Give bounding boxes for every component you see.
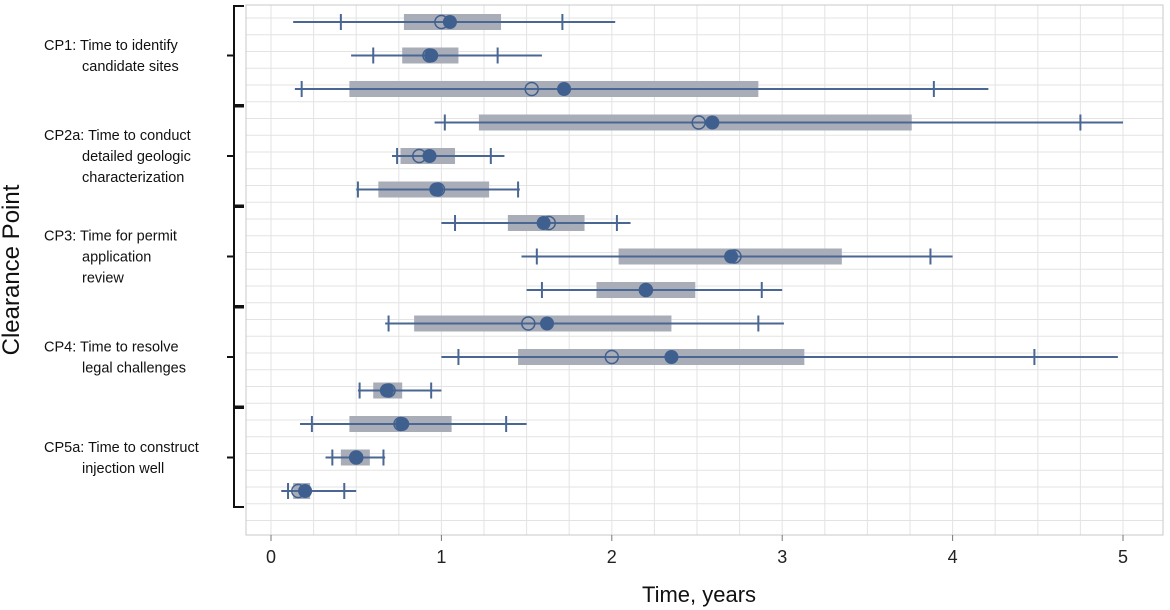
median-marker [521, 316, 536, 331]
box-rows [281, 14, 1123, 499]
group-bracket [227, 306, 244, 408]
group-label-line: candidate sites [82, 59, 179, 75]
group-label-line: application [82, 250, 151, 266]
clearance-group-cp2a: CP2a: Time to conduct detailed geologic ch… [44, 105, 244, 207]
box-row [293, 14, 616, 30]
mean-marker [395, 417, 410, 431]
group-label-line: characterization [82, 170, 184, 186]
clearance-group-cp5a: CP5a: Time to construct injection well [44, 407, 244, 508]
box-row [281, 483, 357, 499]
box-row [325, 449, 386, 466]
mean-marker [536, 216, 551, 230]
group-label-line: CP4: Time to resolve [44, 340, 179, 356]
box-row [385, 315, 784, 332]
mean-marker [429, 182, 444, 197]
median-marker [691, 115, 706, 130]
mean-marker [557, 82, 572, 96]
group-label-line: legal challenges [82, 361, 186, 377]
mean-marker [298, 484, 313, 498]
group-label-line: detailed geologic [82, 149, 191, 165]
median-marker [604, 349, 620, 365]
x-tick-label: 0 [266, 547, 276, 567]
mean-marker [540, 316, 555, 331]
y-axis-title: Clearance Point [0, 184, 25, 355]
x-axis-ticks: 0 1 2 3 4 5 [266, 535, 1128, 567]
box-row [356, 181, 520, 198]
clearance-group-cp3: CP3: Time for permit application review [44, 206, 244, 307]
plot-frame [245, 4, 1164, 536]
box-row [441, 349, 1118, 365]
box-row [391, 148, 505, 164]
x-axis-title: Time, years [642, 582, 756, 607]
mean-marker [424, 48, 439, 63]
group-bracket [227, 407, 244, 508]
median-marker [524, 81, 539, 97]
mean-marker [349, 450, 364, 465]
box-row [351, 47, 542, 64]
clearance-group-cp4: CP4: Time to resolve legal challenges [44, 306, 244, 408]
group-label-line: injection well [82, 461, 164, 477]
box-row [441, 215, 631, 231]
box-row [294, 81, 989, 97]
mean-marker [724, 249, 739, 264]
x-tick-label: 2 [607, 547, 617, 567]
mean-marker [638, 283, 653, 297]
x-tick-label: 5 [1118, 547, 1128, 567]
mean-marker [442, 15, 457, 29]
mean-marker [664, 350, 679, 364]
group-bracket [227, 206, 244, 307]
mean-marker [422, 149, 437, 163]
clearance-group-cp1: CP1: Time to identify candidate sites [44, 5, 244, 106]
group-bracket [227, 105, 244, 207]
group-label-line: CP5a: Time to construct [44, 440, 199, 456]
group-label-line: CP3: Time for permit [44, 229, 177, 245]
box-row [299, 416, 527, 432]
box-row [526, 282, 783, 298]
clearance-point-groups: CP1: Time to identify candidate sites CP2a… [44, 5, 244, 508]
group-label-line: CP2a: Time to conduct [44, 128, 191, 144]
mean-marker [705, 115, 720, 130]
box-row [357, 382, 442, 399]
x-tick-label: 3 [777, 547, 787, 567]
group-label-line: review [82, 271, 124, 287]
group-bracket [227, 5, 244, 106]
x-tick-label: 1 [436, 547, 446, 567]
box-row [521, 248, 953, 265]
box-row [434, 114, 1123, 131]
x-tick-label: 4 [948, 547, 958, 567]
group-label-line: CP1: Time to identify [44, 38, 179, 54]
mean-marker [379, 383, 394, 398]
